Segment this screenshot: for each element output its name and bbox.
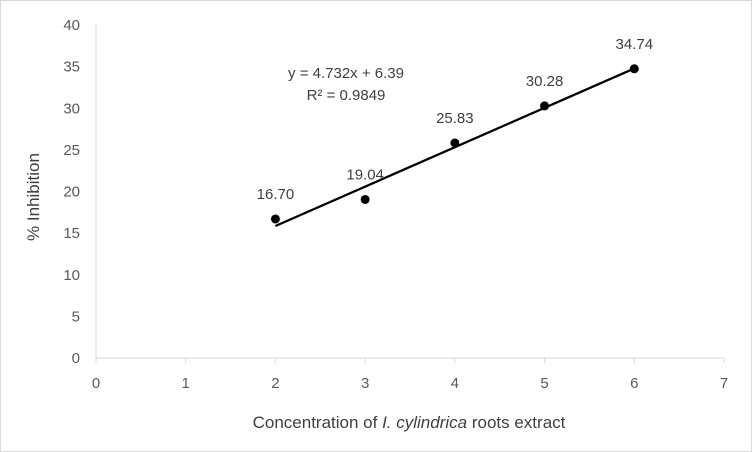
x-tick-label: 7 bbox=[720, 375, 728, 392]
x-axis-title: Concentration of I. cylindrica roots ext… bbox=[253, 413, 566, 432]
data-point bbox=[540, 101, 550, 111]
data-label: 30.28 bbox=[526, 73, 564, 90]
data-point bbox=[270, 214, 280, 224]
y-tick-label: 20 bbox=[63, 184, 80, 201]
y-tick-label: 0 bbox=[72, 350, 80, 367]
x-tick-label: 5 bbox=[540, 375, 548, 392]
data-label: 19.04 bbox=[346, 166, 384, 183]
x-axis-title-part-1: Concentration of bbox=[253, 413, 382, 432]
x-axis-title-species: I. cylindrica bbox=[382, 413, 467, 432]
x-tick-label: 2 bbox=[271, 375, 279, 392]
x-axis: 0 1 2 3 4 5 6 7 bbox=[92, 357, 728, 392]
y-tick-label: 25 bbox=[63, 142, 80, 159]
x-axis-title-part-3: roots extract bbox=[467, 413, 566, 432]
x-tick-label: 4 bbox=[451, 375, 459, 392]
data-point bbox=[360, 194, 370, 204]
x-tick-label: 0 bbox=[92, 375, 100, 392]
x-tick-label: 6 bbox=[630, 375, 638, 392]
y-tick-label: 40 bbox=[63, 17, 80, 34]
y-axis: 0 5 10 15 20 25 30 35 40 bbox=[63, 17, 97, 367]
y-tick-label: 30 bbox=[63, 100, 80, 117]
x-tick-label: 1 bbox=[182, 375, 190, 392]
y-tick-label: 10 bbox=[63, 267, 80, 284]
data-point bbox=[450, 138, 460, 148]
trendline-r-squared: R² = 0.9849 bbox=[307, 87, 386, 104]
y-tick-label: 15 bbox=[63, 225, 80, 242]
y-tick-label: 35 bbox=[63, 59, 80, 76]
y-tick-label: 5 bbox=[72, 308, 80, 325]
data-point bbox=[629, 64, 639, 74]
trendline-equation: y = 4.732x + 6.39 bbox=[288, 65, 404, 82]
data-label: 34.74 bbox=[616, 36, 654, 53]
y-axis-title: % Inhibition bbox=[24, 153, 43, 241]
x-tick-label: 3 bbox=[361, 375, 369, 392]
data-labels: 16.70 19.04 25.83 30.28 34.74 bbox=[257, 36, 653, 203]
data-points bbox=[270, 64, 639, 224]
data-label: 25.83 bbox=[436, 110, 474, 127]
data-label: 16.70 bbox=[257, 186, 295, 203]
